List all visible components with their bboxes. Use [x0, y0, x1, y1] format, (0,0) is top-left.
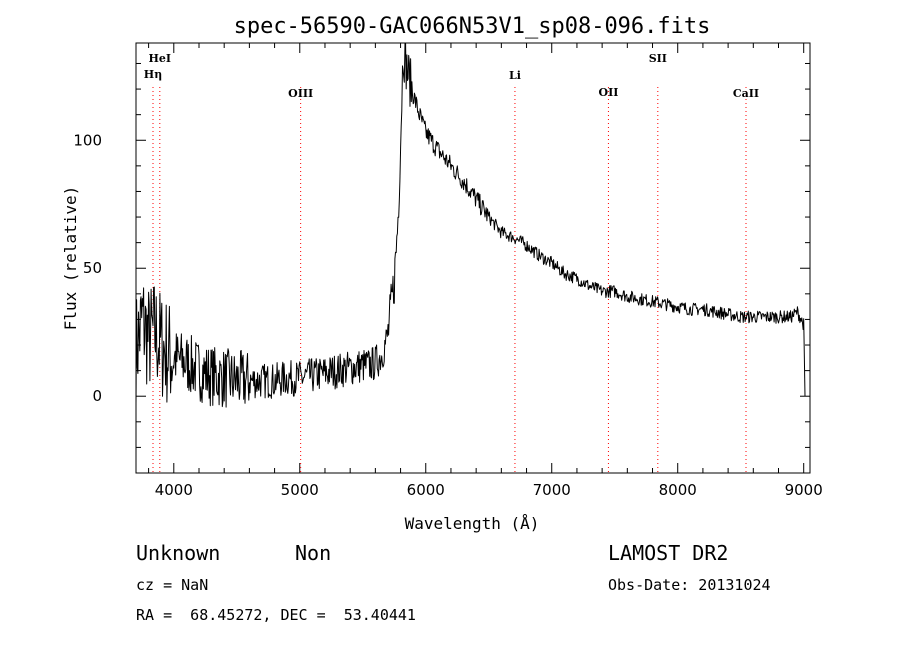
plot-frame — [135, 42, 811, 474]
x-tick-label: 8000 — [659, 481, 697, 499]
observation-date: Obs-Date: 20131024 — [608, 576, 771, 594]
x-tick-label: 4000 — [155, 481, 193, 499]
survey-name: LAMOST DR2 — [608, 541, 729, 565]
line-label: Li — [509, 69, 521, 82]
emission-line-markers: HeI Hη OIII Li OII SII CaII — [144, 52, 759, 473]
x-tick-label: 7000 — [533, 481, 571, 499]
coordinates: RA = 68.45272, DEC = 53.40441 — [136, 606, 416, 624]
object-class: Unknown — [136, 541, 221, 565]
axis-ticks: 4000 5000 6000 7000 8000 9000 0 50 100 — [73, 43, 823, 499]
spectrum-line — [135, 42, 806, 408]
line-label: SII — [649, 52, 667, 65]
x-axis-label: Wavelength (Å) — [405, 514, 540, 533]
x-tick-label: 5000 — [281, 481, 319, 499]
chart-title: spec-56590-GAC066N53V1_sp08-096.fits — [234, 14, 711, 39]
line-label: OII — [598, 86, 618, 99]
line-label: OIII — [288, 87, 313, 100]
y-axis-label: Flux (relative) — [61, 186, 80, 331]
line-label: CaII — [733, 87, 759, 100]
y-tick-label: 50 — [83, 259, 102, 277]
x-tick-label: 9000 — [785, 481, 823, 499]
y-tick-label: 100 — [73, 131, 102, 149]
x-tick-label: 6000 — [407, 481, 445, 499]
redshift-value: cz = NaN — [136, 576, 209, 594]
y-tick-label: 0 — [92, 387, 102, 405]
line-label: HeI — [149, 52, 172, 65]
line-label: Hη — [144, 68, 162, 81]
object-subclass: Non — [295, 541, 332, 565]
